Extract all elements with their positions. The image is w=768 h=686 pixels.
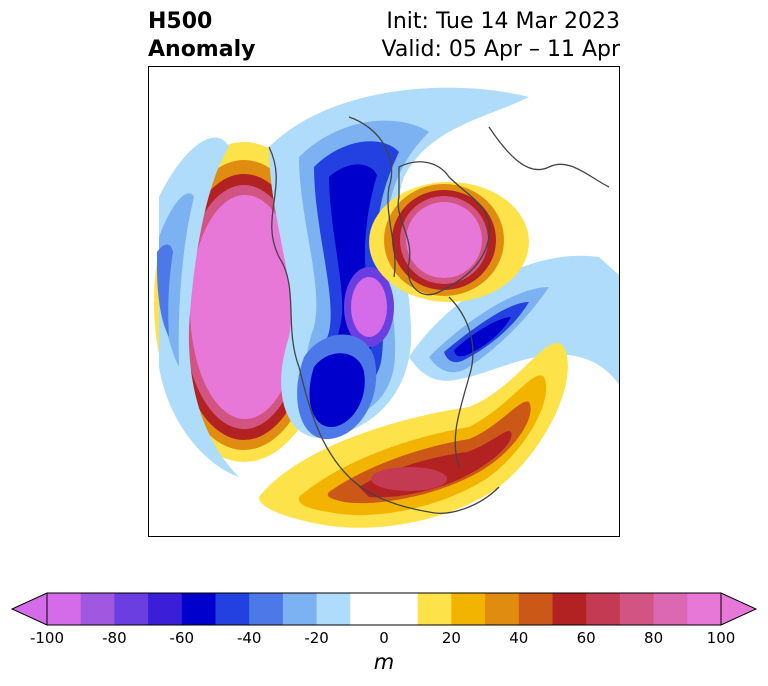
colorbar-segment — [80, 593, 115, 625]
title-variable: H500 — [148, 9, 213, 34]
colorbar-segment — [215, 593, 250, 625]
coastlines — [268, 116, 610, 514]
central-us-negative-anomaly — [297, 334, 377, 440]
valid-range: Valid: 05 Apr – 11 Apr — [381, 37, 621, 62]
colorbar-segment — [181, 593, 216, 625]
colorbar-tick-label: 20 — [442, 629, 461, 647]
colorbar-segments — [10, 592, 758, 626]
pacific-negative-band — [157, 137, 239, 477]
colorbar-tick-label: -100 — [30, 629, 64, 647]
atlantic-negative-anomaly — [409, 255, 619, 385]
colorbar-tick-label: -40 — [237, 629, 262, 647]
colorbar-tick-label: -20 — [304, 629, 329, 647]
colorbar-segment — [687, 593, 722, 625]
colorbar: -100 -80 -60 -40 -20 0 20 40 60 80 100 m — [10, 592, 758, 674]
colorbar-tick-label: 80 — [644, 629, 663, 647]
colorbar-tick-label: 40 — [509, 629, 528, 647]
colorbar-segment — [350, 593, 419, 625]
colorbar-segment — [316, 593, 351, 625]
colorbar-ticks: -100 -80 -60 -40 -20 0 20 40 60 80 100 — [30, 629, 735, 647]
colorbar-tick-label: 100 — [707, 629, 736, 647]
colorbar-tick-label: 60 — [577, 629, 596, 647]
colorbar-segment — [47, 593, 82, 625]
colorbar-units: m — [374, 650, 394, 674]
colorbar-segment — [518, 593, 553, 625]
colorbar-segment — [619, 593, 655, 625]
colorbar-segment — [586, 593, 621, 625]
title-left: H500 Anomaly — [148, 8, 255, 64]
us-southeast-positive-anomaly — [259, 342, 568, 528]
colorbar-segment — [417, 593, 452, 625]
title-right: Init: Tue 14 Mar 2023 Valid: 05 Apr – 11… — [382, 8, 621, 64]
colorbar-tick-label: -80 — [102, 629, 127, 647]
colorbar-segment — [552, 593, 587, 625]
anomaly-map — [154, 87, 619, 528]
colorbar-segment — [148, 593, 183, 625]
init-date: Init: Tue 14 Mar 2023 — [386, 9, 620, 34]
map-frame — [148, 66, 620, 537]
title-anomaly: Anomaly — [148, 37, 256, 62]
colorbar-segment — [485, 593, 520, 625]
colorbar-extend-low — [10, 592, 48, 626]
colorbar-segment — [114, 593, 149, 625]
colorbar-extend-high — [720, 592, 758, 626]
greenland-positive-anomaly — [369, 182, 529, 302]
colorbar-border — [46, 592, 722, 626]
colorbar-tick-label: 0 — [379, 629, 389, 647]
colorbar-segment — [653, 593, 688, 625]
colorbar-segment — [451, 593, 486, 625]
colorbar-segment — [249, 593, 284, 625]
colorbar-tick-label: -60 — [170, 629, 195, 647]
colorbar-segment — [282, 593, 318, 625]
